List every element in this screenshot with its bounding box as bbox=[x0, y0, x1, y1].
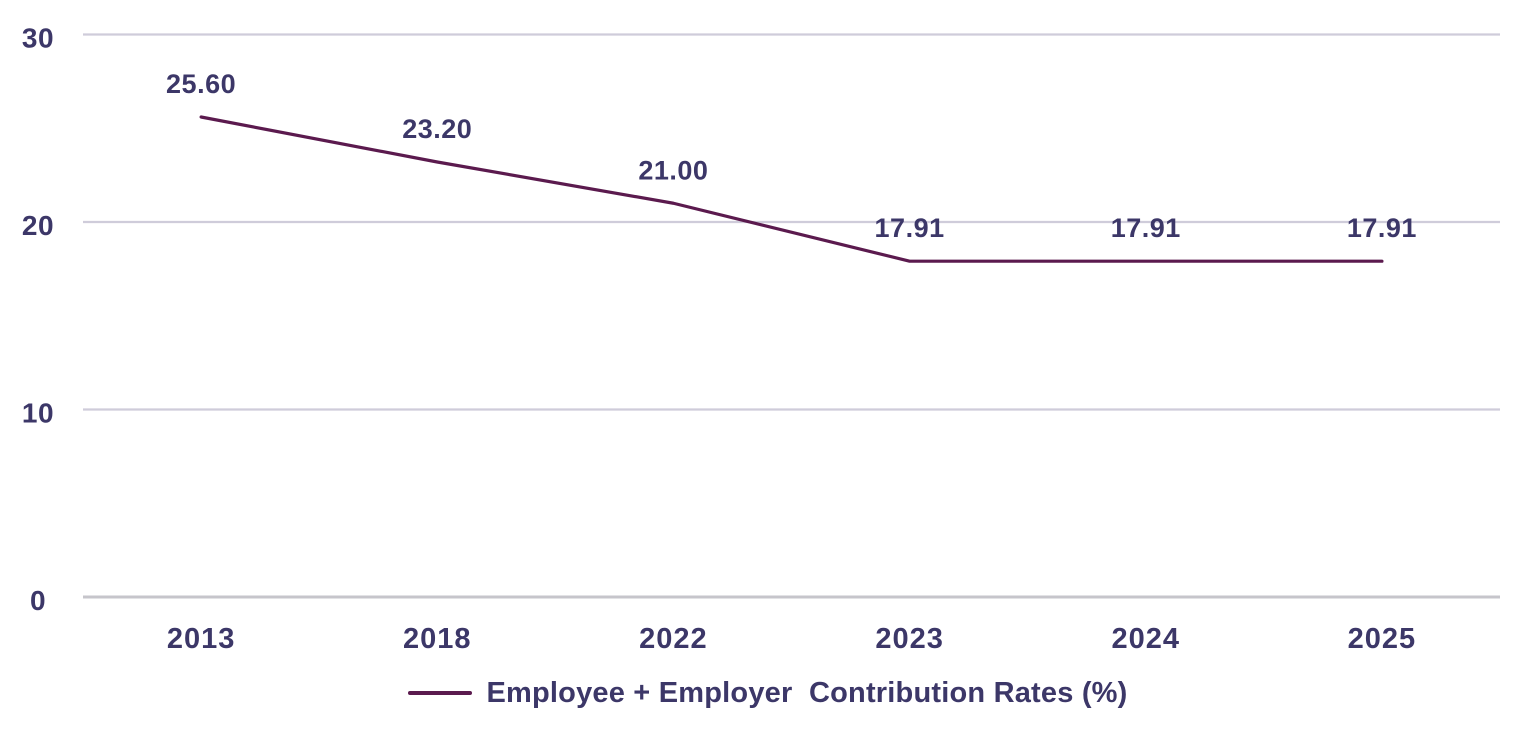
x-tick-label-2022: 2022 bbox=[639, 623, 708, 655]
data-point-label-2013: 25.60 bbox=[166, 69, 236, 99]
x-tick-label-2018: 2018 bbox=[403, 623, 472, 655]
x-tick-label-2025: 2025 bbox=[1348, 623, 1417, 655]
data-point-label-2022: 21.00 bbox=[638, 155, 708, 185]
y-tick-label-20: 20 bbox=[22, 210, 54, 241]
data-point-label-2023: 17.91 bbox=[875, 213, 945, 243]
x-tick-label-2024: 2024 bbox=[1111, 623, 1180, 655]
y-tick-label-10: 10 bbox=[22, 398, 54, 429]
legend-line-swatch bbox=[408, 691, 473, 695]
legend-label: Employee + Employer Contribution Rates (… bbox=[486, 676, 1128, 709]
x-tick-label-2023: 2023 bbox=[875, 623, 944, 655]
legend: Employee + Employer Contribution Rates (… bbox=[0, 667, 1536, 719]
line-chart-canvas: 0 10 20 30 25.60 2013 23.20 2018 21.00 2022 17.91 2… bbox=[22, 23, 1500, 655]
y-tick-label-30: 30 bbox=[22, 23, 54, 54]
y-tick-label-0: 0 bbox=[30, 585, 46, 616]
data-point-label-2025: 17.91 bbox=[1347, 213, 1417, 243]
data-point-label-2018: 23.20 bbox=[402, 114, 472, 144]
data-point-label-2024: 17.91 bbox=[1111, 213, 1181, 243]
data-line bbox=[199, 115, 1384, 263]
x-tick-label-2013: 2013 bbox=[167, 623, 236, 655]
